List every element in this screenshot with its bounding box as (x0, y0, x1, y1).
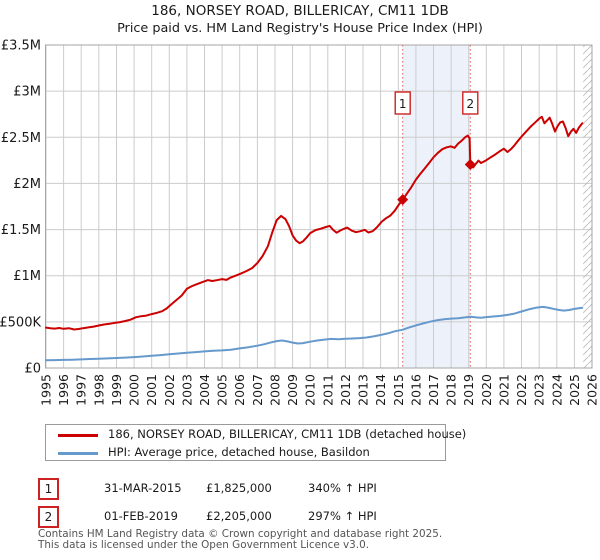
x-axis-tick-label: 1997 (74, 374, 89, 406)
sales-period-shading (402, 45, 471, 368)
x-axis-tick-label: 2021 (496, 374, 511, 406)
x-axis-tick-label: 2015 (391, 374, 406, 406)
license-footer: Contains HM Land Registry data © Crown c… (38, 529, 442, 550)
sale-2-diamond-marker (464, 159, 476, 171)
y-axis-tick-label: £500K (0, 315, 41, 330)
y-axis-tick-label: £1.5M (1, 223, 41, 238)
future-dates-hatch (583, 45, 592, 368)
x-axis-tick-label: 2002 (162, 374, 177, 406)
sale-2-flag-box (462, 91, 479, 115)
x-axis-tick-label: 2011 (320, 374, 335, 406)
footer-line-2: This data is licensed under the Open Gov… (38, 538, 370, 551)
x-axis-tick-label: 2007 (250, 374, 265, 406)
sale-2-price: £2,205,000 (206, 509, 272, 523)
y-axis-tick-label: £3M (13, 85, 41, 100)
sale-annotation-row-2: 2 01-FEB-2019 £2,205,000 297% ↑ HPI (0, 506, 600, 528)
series-property-price-line (45, 115, 584, 331)
chart-title: 186, NORSEY ROAD, BILLERICAY, CM11 1DB (151, 3, 449, 19)
x-axis-tick-label: 2009 (285, 374, 300, 406)
x-axis-tick-label: 2022 (514, 374, 529, 406)
footer-line-1: Contains HM Land Registry data © Crown c… (38, 528, 443, 540)
sale-2-number-badge: 2 (38, 506, 59, 528)
chart-subtitle: Price paid vs. HM Land Registry's House … (117, 21, 483, 36)
x-axis-tick-label: 2012 (338, 374, 353, 406)
y-axis-tick-label: £3.5M (1, 39, 41, 54)
plot-border (45, 44, 593, 369)
x-axis-tick-label: 2026 (585, 374, 600, 406)
y-axis-tick-label: £1M (13, 269, 41, 284)
legend-line-sample-blue (58, 452, 98, 455)
x-axis-tick-label: 2018 (444, 374, 459, 406)
x-axis-tick-label: 2024 (549, 374, 564, 406)
legend-line-sample-red (58, 434, 98, 437)
x-axis-tick-label: 2020 (479, 374, 494, 406)
x-axis-tick-label: 2008 (268, 374, 283, 406)
x-axis-tick-label: 2014 (373, 374, 388, 406)
y-axis-tick-label: £2.5M (1, 131, 41, 146)
x-axis-tick-label: 2004 (197, 374, 212, 406)
x-axis-tick-label: 2023 (532, 374, 547, 406)
sale-1-hpi-change: 340% ↑ HPI (308, 481, 377, 495)
x-axis-tick-label: 2010 (303, 374, 318, 406)
x-axis-tick-label: 1995 (39, 374, 54, 406)
legend-label-property: 186, NORSEY ROAD, BILLERICAY, CM11 1DB (… (108, 427, 467, 441)
x-axis-tick-label: 2006 (232, 374, 247, 406)
chart-legend: 186, NORSEY ROAD, BILLERICAY, CM11 1DB (… (45, 424, 466, 461)
legend-item-property: 186, NORSEY ROAD, BILLERICAY, CM11 1DB (… (46, 426, 466, 443)
sale-2-date: 01-FEB-2019 (104, 509, 178, 523)
x-axis-tick-label: 2016 (408, 374, 423, 406)
x-axis-tick-label: 2019 (461, 374, 476, 406)
sale-1-flag-box (394, 91, 411, 115)
x-axis-tick-label: 2000 (127, 374, 142, 406)
y-axis-tick-label: £0 (24, 362, 41, 377)
x-axis-tick-label: 1996 (56, 374, 71, 406)
x-axis-tick-label: 2013 (356, 374, 371, 406)
legend-label-hpi: HPI: Average price, detached house, Basi… (108, 445, 370, 459)
sale-1-flag-number: 1 (399, 97, 407, 111)
x-axis-tick-label: 2005 (215, 374, 230, 406)
series-hpi-line (45, 305, 584, 362)
sale-annotation-row-1: 1 31-MAR-2015 £1,825,000 340% ↑ HPI (0, 478, 600, 500)
x-axis-tick-label: 1998 (91, 374, 106, 406)
x-axis-tick-label: 2025 (567, 374, 582, 406)
sale-1-date: 31-MAR-2015 (104, 481, 182, 495)
sale-1-price: £1,825,000 (206, 481, 272, 495)
x-axis-tick-label: 1999 (109, 374, 124, 406)
x-axis-tick-label: 2001 (144, 374, 159, 406)
y-axis-tick-label: £2M (13, 177, 41, 192)
sale-1-number-badge: 1 (38, 478, 59, 500)
legend-item-hpi: HPI: Average price, detached house, Basi… (46, 444, 445, 461)
sale-2-flag-number: 2 (466, 97, 474, 111)
sale-2-hpi-change: 297% ↑ HPI (308, 509, 377, 523)
sale-1-diamond-marker (397, 194, 409, 206)
x-axis-tick-label: 2003 (179, 374, 194, 406)
x-axis-tick-label: 2017 (426, 374, 441, 406)
